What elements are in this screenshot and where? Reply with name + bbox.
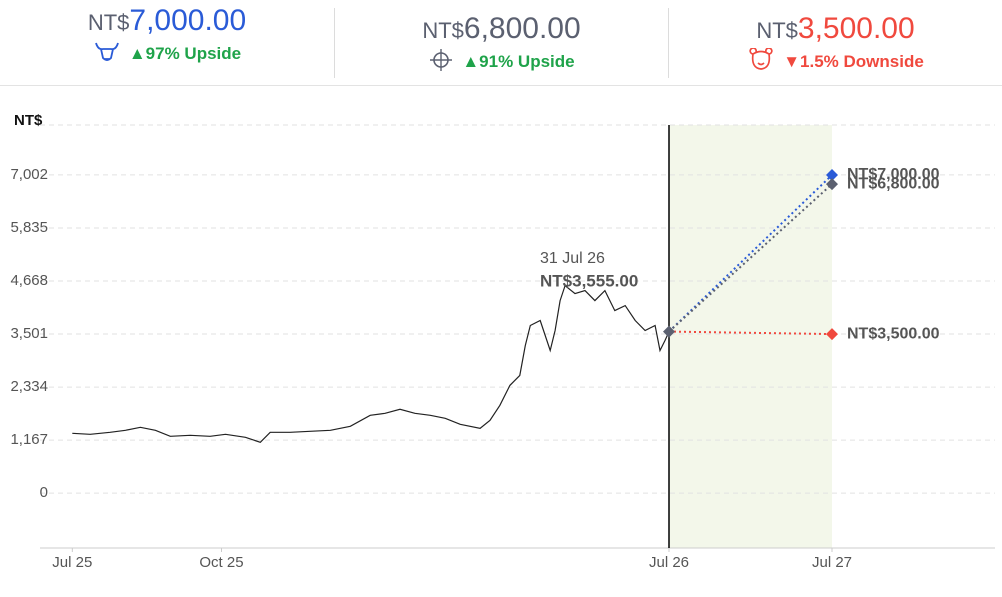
target-line (668, 183, 833, 333)
downside: ▼1.5% Downside (783, 52, 924, 71)
y-tick-label: 2,334 (10, 378, 48, 395)
x-tick-label: Jul 27 (812, 554, 852, 571)
header: NT$7,000.00 ▲97% Upside NT$6,800.00 ▲91%… (0, 0, 1002, 86)
x-tick-label: Jul 26 (649, 554, 689, 571)
bull-icon (94, 42, 119, 61)
annotation-price: NT$3,555.00 (540, 271, 638, 290)
y-tick-label: 7,002 (10, 166, 48, 183)
bull-target: NT$7,000.00 ▲97% Upside (0, 0, 334, 85)
x-tick-label: Jul 25 (52, 554, 92, 571)
current-marker (663, 325, 675, 338)
currency: NT$ (422, 18, 464, 43)
target-icon (430, 49, 453, 71)
base-target: NT$6,800.00 ▲91% Upside (334, 8, 668, 78)
target-marker (826, 168, 838, 181)
y-tick-label: 4,668 (10, 272, 48, 289)
annotation-date: 31 Jul 26 (540, 250, 605, 267)
upside: ▲97% Upside (128, 44, 242, 63)
currency: NT$ (756, 18, 798, 43)
price: 3,500.00 (797, 12, 915, 45)
bear-target: NT$3,500.00 ▼1.5% Downside (668, 8, 1002, 78)
bear-icon (749, 47, 773, 70)
price: 6,800.00 (463, 12, 581, 45)
upside: ▲91% Upside (462, 52, 575, 71)
target-label: NT$7,000.00 (847, 166, 940, 183)
y-axis-label: NT$ (14, 112, 43, 129)
x-tick-label: Oct 25 (199, 554, 243, 571)
y-tick-label: 0 (40, 484, 48, 501)
forecast-region (669, 125, 832, 548)
target-line (668, 330, 833, 336)
currency: NT$ (87, 10, 130, 35)
y-tick-label: 5,835 (10, 219, 48, 236)
y-tick-label: 3,501 (10, 325, 48, 342)
price: 7,000.00 (129, 4, 247, 37)
target-label: NT$6,800.00 (847, 175, 940, 192)
y-tick-label: 1,167 (10, 431, 48, 448)
target-label: NT$3,500.00 (847, 325, 940, 342)
price-line (72, 284, 670, 443)
target-marker (826, 178, 838, 191)
target-marker (826, 328, 838, 341)
